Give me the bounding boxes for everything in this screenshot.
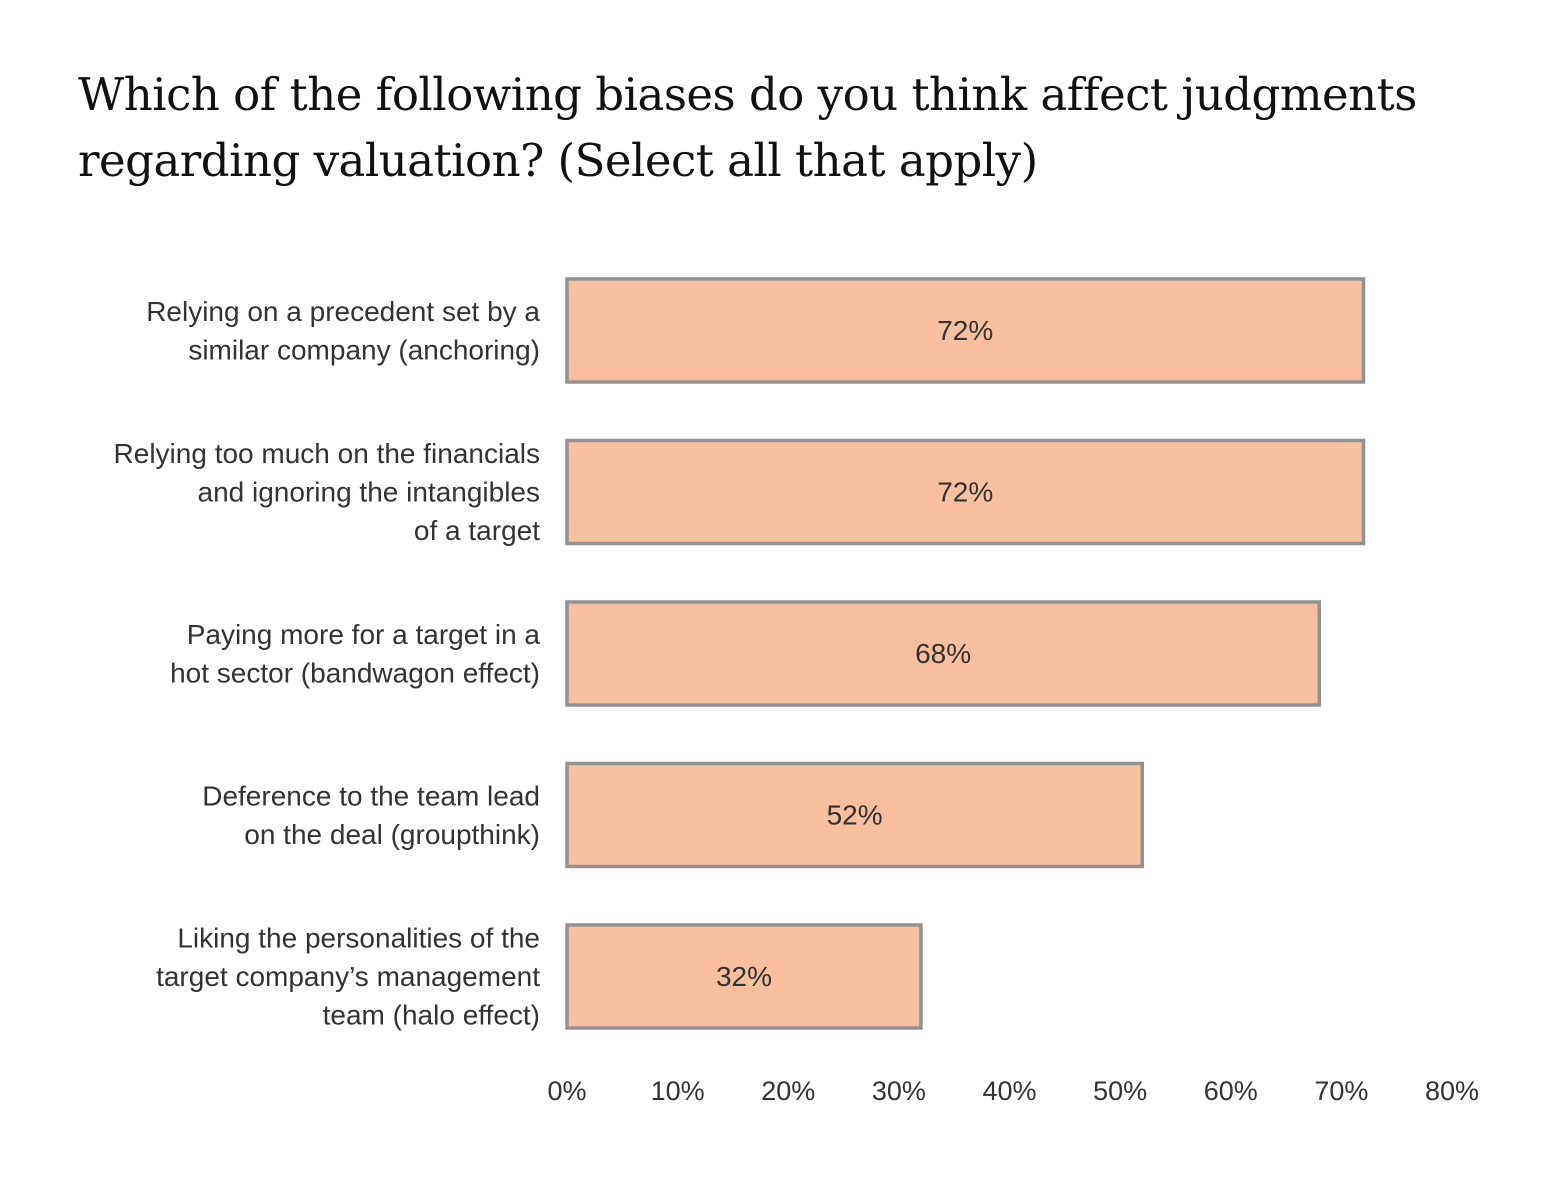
category-label: Liking the personalities of the target co… <box>156 923 540 1031</box>
bar-value-label: 68% <box>915 638 971 669</box>
category-label: Paying more for a target in a hot sector … <box>170 619 540 689</box>
bar-value-label: 52% <box>827 800 883 831</box>
bar-1 <box>565 277 1366 384</box>
bar-4 <box>565 761 1144 869</box>
x-tick-label: 70% <box>1314 1076 1368 1106</box>
category-label: Relying on a precedent set by a similar c… <box>146 296 540 366</box>
bar-value-label: 32% <box>716 961 772 992</box>
category-label-line: on the deal (groupthink) <box>244 819 540 850</box>
category-label-line: Relying on a precedent set by a <box>146 296 540 327</box>
chart-title: Which of the following biases do you thi… <box>78 68 1417 187</box>
category-label-line: Relying too much on the financials <box>114 438 540 469</box>
x-tick-label: 0% <box>547 1076 586 1106</box>
x-axis-ticks: 0% 10% 20% 30% 40% 50% 60% 70% 80% <box>547 1076 1479 1106</box>
category-label-line: Paying more for a target in a <box>187 619 541 650</box>
category-label-line: Liking the personalities of the <box>177 923 540 954</box>
x-tick-label: 40% <box>982 1076 1036 1106</box>
bars: 72% 72% 68% 52% 32% <box>565 277 1366 1030</box>
bar-value-label: 72% <box>937 477 993 508</box>
bar-5 <box>565 923 923 1030</box>
x-tick-label: 80% <box>1425 1076 1479 1106</box>
category-label-line: Deference to the team lead <box>202 780 540 811</box>
bar-3 <box>565 600 1321 707</box>
x-tick-label: 10% <box>651 1076 705 1106</box>
category-label: Deference to the team lead on the deal (g… <box>202 780 540 850</box>
category-label-line: team (halo effect) <box>323 1000 540 1031</box>
bar-2 <box>565 438 1366 546</box>
x-tick-label: 30% <box>872 1076 926 1106</box>
x-tick-label: 20% <box>761 1076 815 1106</box>
category-label-line: similar company (anchoring) <box>188 334 540 365</box>
category-label-line: of a target <box>414 515 540 546</box>
category-label: Relying too much on the financials and ig… <box>114 438 541 546</box>
category-label-line: target company’s management <box>156 961 540 992</box>
x-tick-label: 50% <box>1093 1076 1147 1106</box>
category-label-line: hot sector (bandwagon effect) <box>170 657 540 688</box>
x-tick-label: 60% <box>1204 1076 1258 1106</box>
category-labels: Relying on a precedent set by a similar c… <box>114 296 541 1031</box>
bar-value-label: 72% <box>937 315 993 346</box>
category-label-line: and ignoring the intangibles <box>198 477 540 508</box>
